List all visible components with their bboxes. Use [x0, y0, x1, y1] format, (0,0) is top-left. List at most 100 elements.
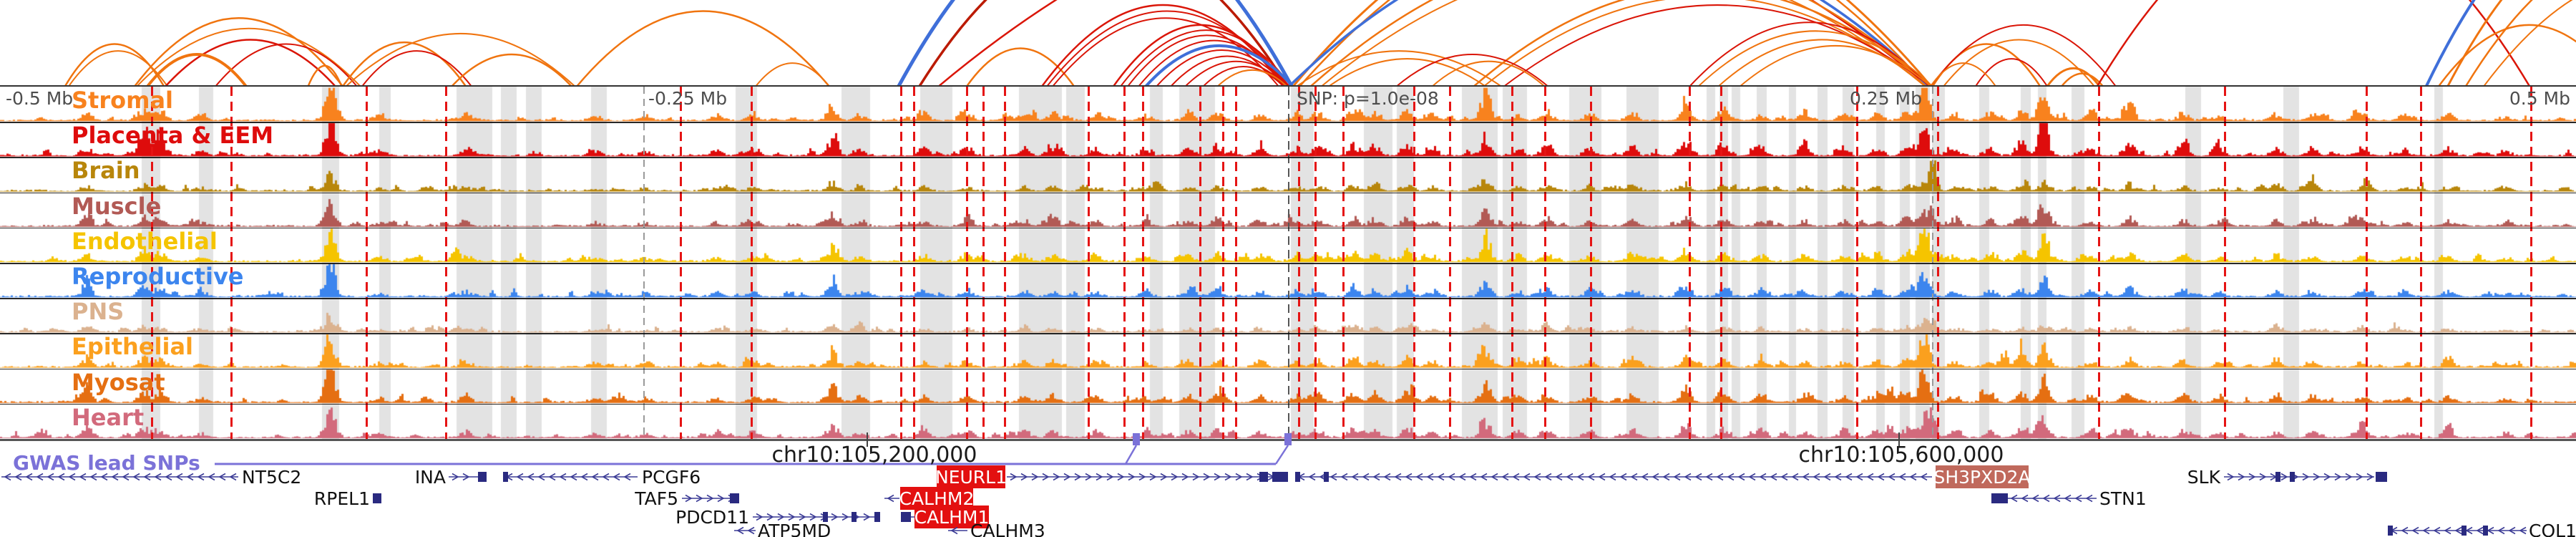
strand-arrow-icon	[1308, 473, 1316, 481]
strand-arrow-icon	[1074, 473, 1082, 481]
strand-arrow-icon	[111, 473, 119, 481]
strand-arrow-icon	[1085, 473, 1093, 481]
strand-arrow-icon	[1160, 473, 1168, 481]
gene-exon	[2376, 472, 2387, 482]
strand-arrow-icon	[2031, 494, 2039, 503]
strand-arrow-icon	[1128, 473, 1136, 481]
strand-arrow-icon	[79, 473, 87, 481]
strand-arrow-icon	[1106, 473, 1114, 481]
strand-arrow-icon	[2248, 473, 2256, 481]
strand-arrow-icon	[2227, 473, 2235, 481]
track-label-myosat[interactable]: Myosat	[72, 368, 165, 396]
gwas-snp-marker[interactable]	[1133, 433, 1140, 445]
strand-arrow-icon	[602, 473, 610, 481]
gene-label-col1[interactable]: COL1	[2529, 521, 2576, 537]
gene-exon	[2462, 526, 2467, 536]
strand-arrow-icon	[229, 473, 237, 481]
strand-arrow-icon	[2454, 526, 2462, 535]
track-border	[0, 192, 2576, 194]
interaction-arc	[1216, 69, 1289, 87]
strand-arrow-icon	[1877, 473, 1885, 481]
gwas-snp-marker[interactable]	[1284, 433, 1292, 445]
gene-label-atp5md[interactable]: ATP5MD	[758, 521, 831, 537]
gene-label-calhm1[interactable]: CALHM1	[914, 507, 990, 528]
gene-label-taf5[interactable]: TAF5	[634, 488, 678, 509]
interaction-arc	[2045, 67, 2102, 87]
strand-arrow-icon	[1480, 473, 1488, 481]
track-label-brain[interactable]: Brain	[72, 157, 140, 185]
gene-exon	[478, 472, 487, 482]
interaction-arc	[1942, 39, 2096, 87]
strand-arrow-icon	[122, 473, 130, 481]
track-border	[0, 263, 2576, 264]
strand-arrow-icon	[747, 526, 755, 535]
strand-arrow-icon	[777, 513, 785, 521]
gene-highlight-box[interactable]	[937, 465, 1005, 488]
strand-arrow-icon	[452, 473, 459, 481]
strand-arrow-icon	[1587, 473, 1595, 481]
interaction-arc	[1319, 0, 1927, 87]
strand-arrow-icon	[1138, 473, 1146, 481]
strand-arrow-icon	[14, 473, 22, 481]
strand-arrow-icon	[1823, 473, 1831, 481]
strand-arrow-icon	[2497, 526, 2505, 535]
strand-arrow-icon	[2345, 473, 2353, 481]
strand-arrow-icon	[1181, 473, 1189, 481]
strand-arrow-icon	[2010, 494, 2018, 503]
strand-arrow-icon	[1394, 473, 1402, 481]
track-label-epithelial[interactable]: Epithelial	[72, 333, 194, 361]
strand-arrow-icon	[831, 513, 839, 521]
track-label-reproductive[interactable]: Reproductive	[72, 263, 244, 290]
strand-arrow-icon	[1448, 473, 1455, 481]
track-label-muscle[interactable]: Muscle	[72, 192, 162, 220]
gene-label-pcgf6[interactable]: PCGF6	[642, 467, 701, 488]
strand-arrow-icon	[1437, 473, 1445, 481]
strand-arrow-icon	[1780, 473, 1788, 481]
strand-arrow-icon	[1866, 473, 1874, 481]
gene-exon	[1295, 472, 1300, 482]
interaction-arc	[450, 53, 573, 87]
strand-arrow-icon	[1576, 473, 1584, 481]
interaction-arc	[1929, 24, 2117, 87]
gene-label-sh3pxd2a[interactable]: SH3PXD2A	[1933, 467, 2030, 488]
gene-label-ina[interactable]: INA	[415, 467, 446, 488]
strand-arrow-icon	[1759, 473, 1767, 481]
strand-arrow-icon	[1716, 473, 1724, 481]
track-label-endothelial[interactable]: Endothelial	[72, 227, 218, 255]
gene-label-calhm3[interactable]: CALHM3	[970, 521, 1045, 537]
strand-arrow-icon	[1737, 473, 1745, 481]
strand-arrow-icon	[1031, 473, 1039, 481]
gene-highlight-box[interactable]	[914, 505, 989, 528]
strand-arrow-icon	[1372, 473, 1380, 481]
interaction-arc	[67, 50, 169, 87]
strand-arrow-icon	[696, 494, 703, 503]
gene-label-neurl1[interactable]: NEURL1	[935, 467, 1007, 488]
strand-arrow-icon	[1426, 473, 1434, 481]
interaction-arc	[1395, 54, 1550, 87]
strand-arrow-icon	[613, 473, 620, 481]
strand-arrow-icon	[1491, 473, 1498, 481]
strand-arrow-icon	[1555, 473, 1563, 481]
track-label-stromal[interactable]: Stromal	[72, 87, 174, 114]
interaction-arc	[2482, 0, 2573, 87]
gene-exon	[823, 512, 828, 522]
gene-label-pdcd11[interactable]: PDCD11	[675, 507, 749, 528]
gene-label-rpel1[interactable]: RPEL1	[314, 488, 370, 509]
track-label-placenta-eem[interactable]: Placenta & EEM	[72, 122, 274, 150]
strand-arrow-icon	[1673, 473, 1681, 481]
gene-exon	[503, 472, 508, 482]
track-label-heart[interactable]: Heart	[72, 403, 145, 431]
gene-label-nt5c2[interactable]: NT5C2	[242, 467, 301, 488]
strand-arrow-icon	[1192, 473, 1200, 481]
gene-label-slk[interactable]: SLK	[2187, 467, 2221, 488]
track-label-pns[interactable]: PNS	[72, 298, 125, 326]
gene-highlight-box[interactable]	[1936, 465, 2029, 488]
strand-arrow-icon	[841, 513, 849, 521]
gene-label-stn1[interactable]: STN1	[2099, 488, 2147, 509]
strand-arrow-icon	[1855, 473, 1863, 481]
strand-arrow-icon	[1845, 473, 1853, 481]
strand-arrow-icon	[1694, 473, 1702, 481]
interaction-arc	[1126, 34, 1287, 87]
